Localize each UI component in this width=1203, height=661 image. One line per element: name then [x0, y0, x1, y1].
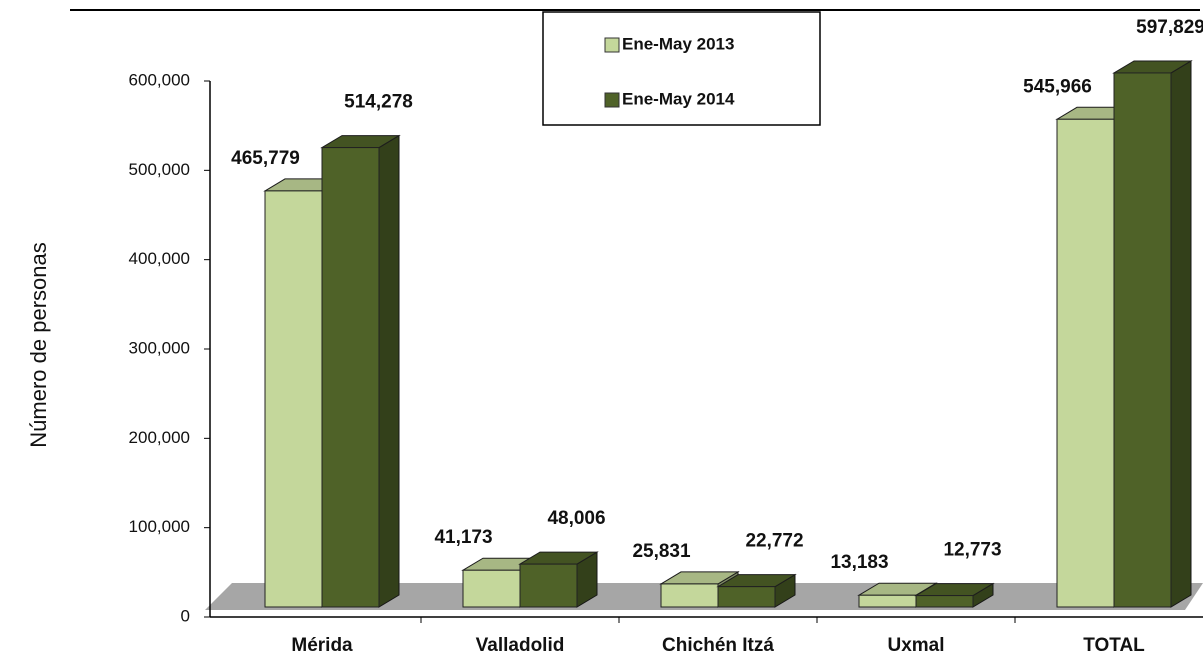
bar — [519, 563, 578, 608]
bar — [264, 190, 323, 608]
legend-label: Ene-May 2013 — [622, 34, 734, 53]
bar — [1113, 72, 1172, 608]
y-tick-label: 500,000 — [129, 160, 190, 179]
x-tick-label: Mérida — [291, 635, 353, 656]
y-tick-label: 600,000 — [129, 70, 190, 89]
y-tick-label: 200,000 — [129, 428, 190, 447]
x-tick-label: Uxmal — [887, 635, 944, 656]
value-label: 12,773 — [943, 540, 1001, 561]
y-tick-label: 400,000 — [129, 249, 190, 268]
value-label: 465,779 — [231, 148, 300, 169]
bar — [915, 595, 974, 608]
value-label: 25,831 — [632, 541, 691, 562]
bar — [717, 586, 776, 608]
value-label: 22,772 — [745, 531, 803, 552]
value-label: 48,006 — [547, 508, 605, 529]
bar-side — [378, 134, 400, 608]
bar — [321, 147, 380, 608]
value-label: 514,278 — [344, 92, 413, 113]
bar — [462, 569, 521, 608]
legend — [542, 11, 821, 126]
x-tick-label: Valladolid — [476, 635, 565, 656]
x-tick-label: Chichén Itzá — [662, 635, 774, 656]
value-label: 545,966 — [1023, 76, 1092, 97]
legend-label: Ene-May 2014 — [622, 89, 735, 108]
value-label: 41,173 — [434, 527, 492, 548]
x-tick-label: TOTAL — [1083, 635, 1145, 656]
y-tick-label: 300,000 — [129, 338, 190, 357]
y-tick-label: 100,000 — [129, 517, 190, 536]
legend-swatch — [604, 92, 620, 108]
bar — [660, 583, 719, 608]
bar — [1056, 118, 1115, 608]
value-label: 13,183 — [830, 552, 888, 573]
y-tick-label: 0 — [181, 606, 190, 625]
y-axis-title: Número de personas — [26, 242, 51, 447]
bar — [858, 594, 917, 608]
legend-swatch — [604, 37, 620, 53]
value-label: 597,829 — [1136, 17, 1203, 38]
bar-side — [1170, 60, 1192, 608]
